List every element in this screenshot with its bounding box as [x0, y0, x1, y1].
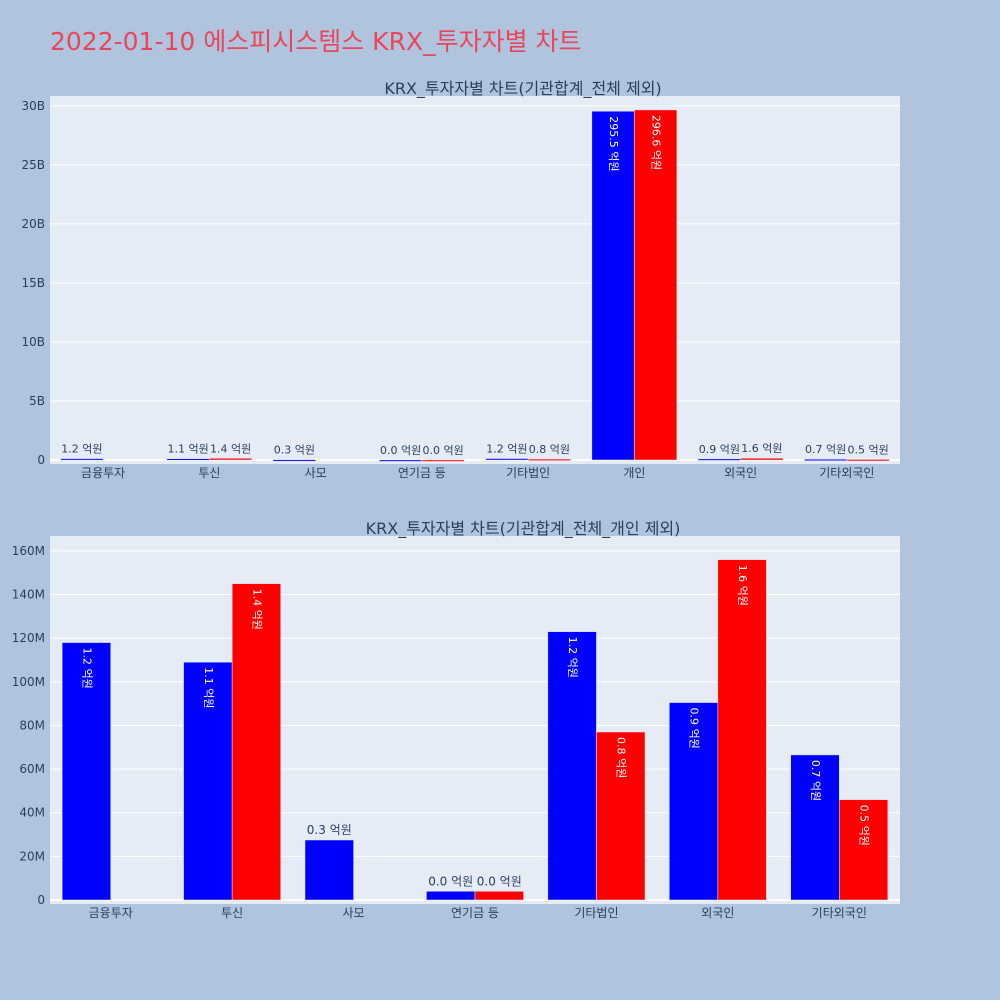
x-tick-label: 기타외국인 [812, 906, 867, 920]
y-tick-label: 40M [19, 806, 45, 820]
bar [591, 110, 635, 461]
bar [846, 459, 890, 462]
y-tick-label: 30B [21, 99, 45, 113]
bar [717, 559, 767, 901]
y-tick-label: 10B [21, 335, 45, 349]
x-tick-label: 투신 [221, 906, 243, 920]
bar [697, 458, 741, 461]
bar [669, 702, 719, 901]
data-label: 0.0 억원 [428, 874, 473, 888]
data-label: 1.2 억원 [80, 648, 93, 689]
y-tick-label: 120M [12, 631, 45, 645]
data-label: 0.0 억원 [477, 874, 522, 888]
x-tick-label: 연기금 등 [398, 466, 446, 480]
page-title: 2022-01-10 에스피시스템스 KRX_투자자별 차트 [50, 27, 582, 56]
x-tick-label: 기타법인 [506, 466, 550, 480]
y-tick-label: 0 [37, 453, 45, 467]
data-label: 0.9 억원 [688, 708, 701, 749]
data-label: 1.4 억원 [210, 442, 251, 455]
bar [474, 891, 524, 901]
y-tick-label: 80M [19, 718, 45, 732]
data-label: 1.1 억원 [168, 443, 209, 456]
bar [166, 458, 210, 461]
data-label: 1.2 억원 [61, 443, 102, 456]
x-tick-label: 외국인 [701, 906, 734, 920]
plot-area [50, 536, 900, 904]
data-label: 0.0 억원 [423, 444, 464, 457]
bar [304, 839, 354, 901]
x-tick-label: 투신 [198, 466, 220, 480]
chart-title: KRX_투자자별 차트(기관합계_전체_개인 제외) [366, 519, 681, 539]
x-tick-label: 기타법인 [574, 906, 618, 920]
bar [790, 754, 840, 901]
data-label: 0.8 억원 [529, 443, 570, 456]
data-label: 0.8 억원 [615, 737, 628, 778]
data-label: 0.5 억원 [858, 805, 871, 846]
bar [379, 459, 423, 462]
chart-all-investors: KRX_투자자별 차트(기관합계_전체 제외) 0 5B 10B 15B 20B 25B 30… [21, 79, 900, 480]
bar [596, 731, 646, 901]
bar [272, 459, 316, 462]
data-label: 1.6 억원 [736, 565, 749, 606]
x-tick-label: 금융투자 [81, 466, 125, 480]
y-tick-label: 140M [12, 588, 45, 602]
data-label: 0.9 억원 [699, 443, 740, 456]
bar [839, 799, 889, 901]
data-label: 296.6 억원 [650, 115, 663, 170]
x-tick-label: 사모 [305, 466, 327, 480]
bar [183, 661, 233, 901]
data-label: 1.6 억원 [741, 442, 782, 455]
x-tick-label: 외국인 [724, 466, 757, 480]
data-label: 0.7 억원 [809, 760, 822, 801]
bar [421, 459, 465, 462]
x-tick-label: 기타외국인 [819, 466, 874, 480]
bar [61, 642, 111, 901]
data-label: 0.7 억원 [805, 443, 846, 456]
x-tick-label: 금융투자 [89, 906, 133, 920]
data-label: 1.2 억원 [566, 637, 579, 678]
x-tick-label: 연기금 등 [451, 906, 499, 920]
data-label: 1.2 억원 [486, 443, 527, 456]
y-tick-label: 160M [12, 544, 45, 558]
bar [547, 631, 597, 901]
bar [426, 891, 476, 901]
data-label: 1.4 억원 [250, 589, 263, 630]
x-tick-label: 사모 [343, 906, 365, 920]
data-label: 295.5 억원 [607, 116, 620, 171]
chart-excluding-individuals: KRX_투자자별 차트(기관합계_전체_개인 제외) 0 20M 40M 60M 80M 1… [12, 519, 900, 920]
chart-title: KRX_투자자별 차트(기관합계_전체 제외) [384, 79, 661, 99]
bar [634, 109, 678, 461]
data-label: 0.3 억원 [307, 823, 352, 837]
y-tick-label: 5B [29, 394, 45, 408]
data-label: 0.0 억원 [380, 444, 421, 457]
data-label: 0.3 억원 [274, 444, 315, 457]
bar [804, 458, 848, 461]
bar [485, 458, 529, 461]
data-label: 1.1 억원 [202, 667, 215, 708]
y-tick-label: 100M [12, 675, 45, 689]
bar [527, 458, 571, 461]
y-tick-label: 20B [21, 217, 45, 231]
bar [231, 583, 281, 901]
y-tick-label: 15B [21, 276, 45, 290]
data-label: 0.5 억원 [848, 443, 889, 456]
x-tick-label: 개인 [623, 466, 645, 480]
y-tick-label: 60M [19, 762, 45, 776]
y-tick-label: 25B [21, 158, 45, 172]
bar [60, 458, 104, 461]
bar [209, 458, 253, 461]
bar [740, 457, 784, 461]
y-tick-label: 20M [19, 849, 45, 863]
y-tick-label: 0 [37, 893, 45, 907]
plot-area [50, 96, 900, 464]
